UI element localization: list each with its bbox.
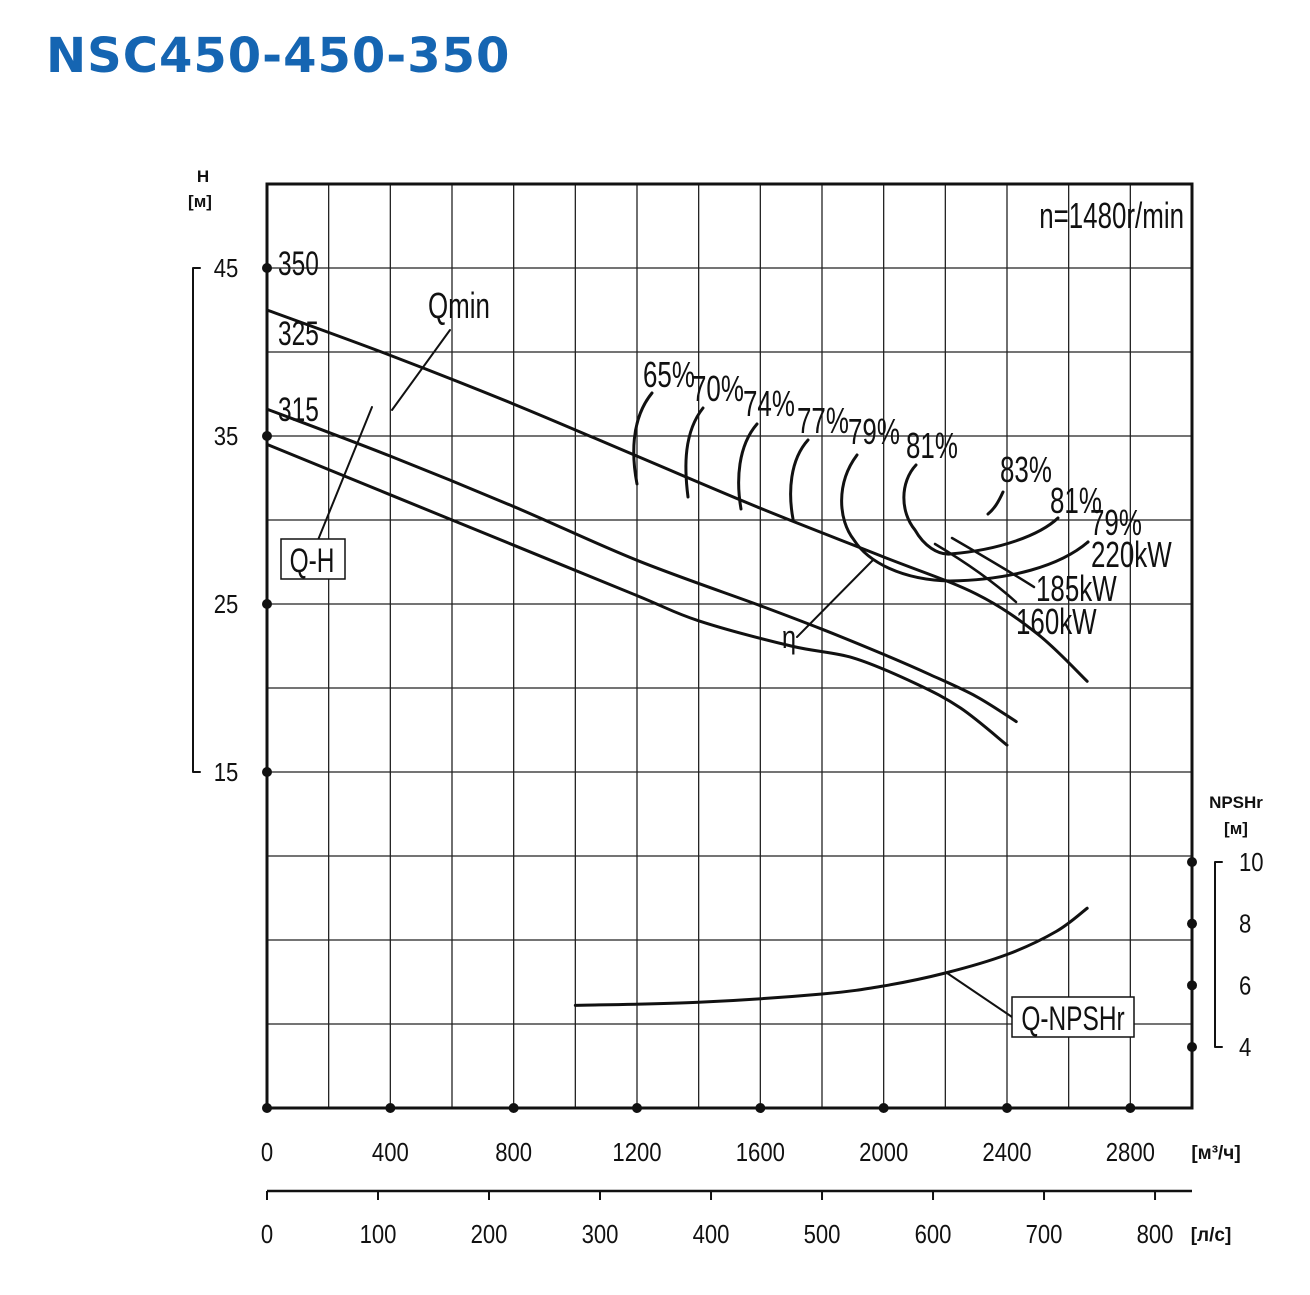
qh-curve-325: [265, 407, 1018, 724]
axis-tick-dot: [385, 1103, 396, 1113]
npsh-label-box: [1011, 996, 1135, 1038]
efficiency-label: 81%: [1050, 481, 1102, 521]
qmin-label: Qmin: [428, 286, 490, 326]
power-line-185: [950, 536, 1036, 589]
y-axis-label: H: [197, 167, 209, 186]
efficiency-label: 74%: [743, 384, 795, 424]
y-tick-label: 45: [214, 254, 239, 283]
eta-label: η: [782, 620, 796, 655]
axis-tick-dot: [1002, 1103, 1012, 1113]
npsh-axis-unit: [м]: [1224, 819, 1248, 838]
x-tick-label: 400: [372, 1138, 409, 1167]
axis-tick-dot: [508, 1103, 519, 1113]
npsh-tick-label: 4: [1239, 1033, 1251, 1062]
x-tick-label: 0: [261, 1138, 273, 1167]
qh-curve-350: [265, 308, 1089, 683]
power-label: 220kW: [1091, 535, 1172, 575]
qh-curve-315: [265, 442, 1009, 747]
y-axis-tick-dot: [262, 263, 272, 273]
efficiency-label: 79%: [1090, 503, 1142, 543]
secondary-x-tick-label: 500: [804, 1220, 841, 1249]
efficiency-label: 77%: [797, 401, 849, 441]
secondary-x-tick-label: 100: [360, 1220, 397, 1249]
axis-tick-dot: [878, 1103, 889, 1113]
axis-tick-dot: [755, 1103, 766, 1113]
efficiency-iso-line-5: [902, 463, 1060, 556]
secondary-x-tick-label: 400: [693, 1220, 730, 1249]
npsh-tick-label: 8: [1239, 910, 1251, 939]
impeller-label-315: 315: [278, 391, 319, 429]
y-tick-label: 15: [214, 758, 239, 787]
y-axis-tick-dot: [262, 431, 272, 441]
grid: [267, 184, 1192, 1108]
secondary-x-tick-label: 200: [471, 1220, 508, 1249]
curves: [265, 308, 1090, 1018]
y-axis-tick-dot: [262, 599, 272, 609]
secondary-x-axis-unit: [л/с]: [1191, 1225, 1232, 1246]
page-title: NSC450-450-350: [46, 28, 511, 84]
x-tick-label: 2400: [982, 1138, 1031, 1167]
secondary-x-tick-label: 300: [582, 1220, 619, 1249]
efficiency-iso-line-0: [632, 391, 654, 486]
y-tick-label: 25: [214, 590, 239, 619]
efficiency-label: 79%: [848, 412, 900, 452]
x-axis-unit: [м³/ч]: [1191, 1143, 1240, 1164]
impeller-label-325: 325: [278, 315, 319, 353]
efficiency-label: 65%: [643, 355, 695, 395]
efficiency-iso-line-2: [737, 422, 759, 511]
x-tick-label: 2800: [1106, 1138, 1155, 1167]
efficiency-iso-line-1: [684, 406, 705, 499]
npsh-axis-bracket: [1214, 861, 1223, 1048]
secondary-x-tick-label: 700: [1026, 1220, 1063, 1249]
secondary-x-tick-label: 0: [261, 1220, 273, 1249]
impeller-label-350: 350: [278, 245, 319, 283]
axes: [192, 182, 1223, 1200]
axis-tick-dot: [632, 1103, 642, 1113]
axis-tick-dot: [1125, 1103, 1136, 1113]
x-tick-label: 2000: [859, 1138, 908, 1167]
x-tick-label: 1200: [612, 1138, 661, 1167]
qh-leader: [317, 406, 373, 541]
x-tick-label: 800: [495, 1138, 532, 1167]
power-line-160: [933, 542, 1018, 604]
npsh-axis-label: NPSHr: [1209, 793, 1263, 812]
efficiency-label: 81%: [906, 426, 958, 466]
eta-leader: [796, 559, 874, 638]
efficiency-label: 70%: [692, 369, 744, 409]
y-axis-tick-dot: [262, 767, 272, 777]
npsh-leader: [946, 972, 1013, 1018]
labels: 0 400 800 1200 1600 2000 2400 2800 [м³/ч] 0 100 200…: [188, 167, 1264, 1249]
npsh-tick-label: 6: [1239, 972, 1251, 1001]
y-axis-bracket: [192, 267, 201, 773]
qmin-leader: [391, 329, 451, 411]
npsh-axis-tick-dot: [1187, 918, 1197, 929]
qh-label: Q-H: [290, 542, 335, 580]
speed-annotation: n=1480r/min: [1039, 196, 1184, 236]
npsh-tick-label: 10: [1239, 848, 1264, 877]
npsh-axis-tick-dot: [1187, 980, 1197, 991]
secondary-x-tick-label: 600: [915, 1220, 952, 1249]
axis-tick-dot: [262, 1103, 272, 1113]
power-label: 185kW: [1036, 569, 1117, 609]
efficiency-label: 83%: [1000, 450, 1052, 490]
secondary-x-tick-label: 800: [1137, 1220, 1174, 1249]
power-label: 160kW: [1016, 602, 1097, 642]
npsh-axis-tick-dot: [1187, 857, 1197, 867]
npsh-curve-label: Q-NPSHr: [1021, 1000, 1124, 1038]
plot-frame: [265, 182, 1194, 1110]
efficiency-iso-line-4: [840, 453, 1090, 583]
qh-label-box: [280, 538, 346, 580]
efficiency-iso-line-3: [789, 438, 810, 521]
y-tick-label: 35: [214, 422, 239, 451]
y-axis-unit: [м]: [188, 192, 212, 211]
efficiency-iso-line-6: [986, 490, 1005, 516]
npsh-axis-tick-dot: [1187, 1042, 1197, 1052]
npsh-curve: [573, 906, 1089, 1007]
x-tick-label: 1600: [736, 1138, 785, 1167]
